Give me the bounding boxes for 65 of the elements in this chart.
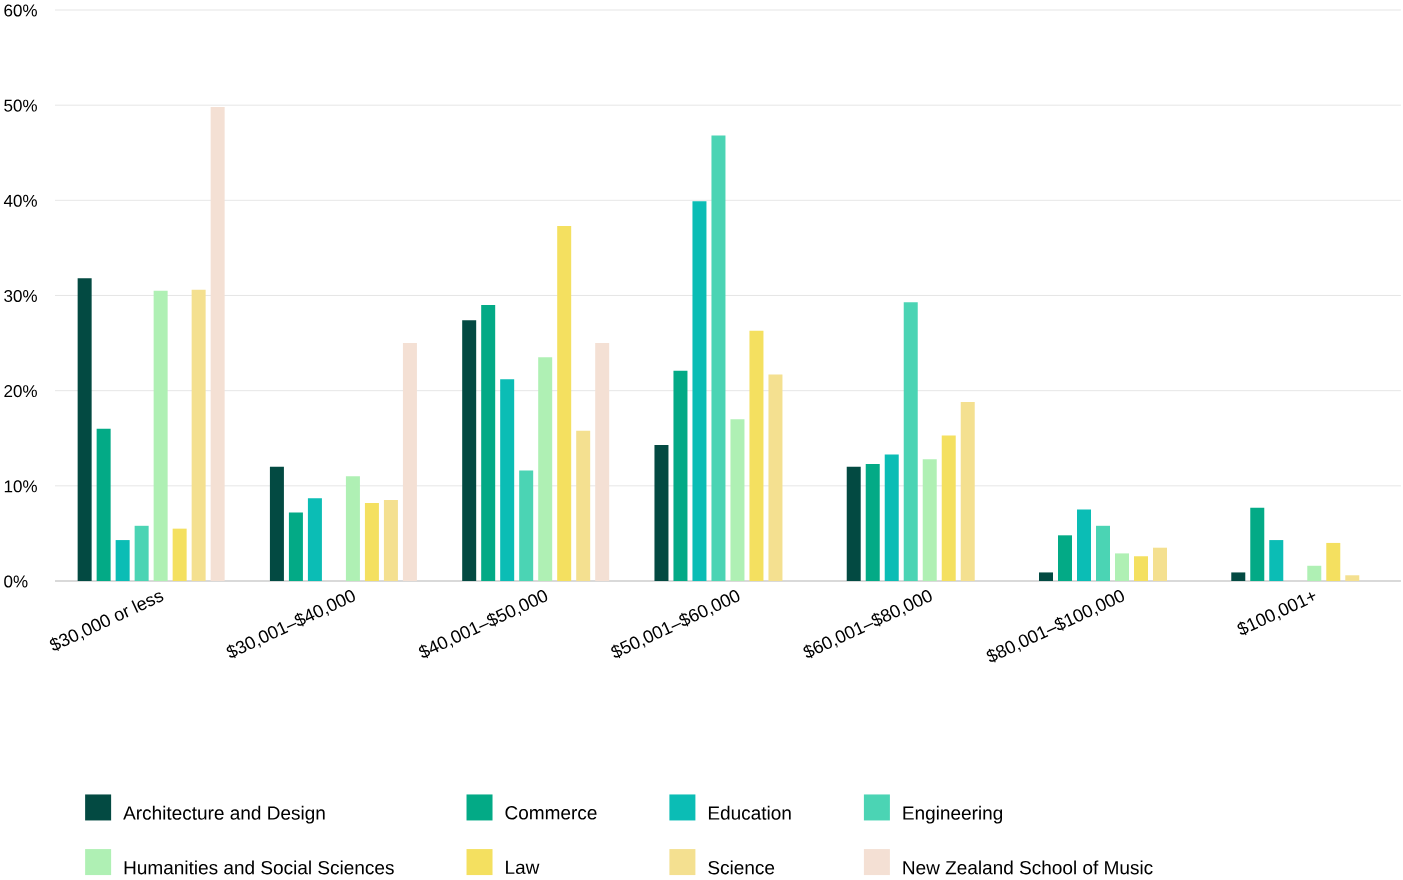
bar bbox=[500, 379, 515, 582]
y-tick-label: 20% bbox=[4, 385, 37, 398]
bar bbox=[77, 278, 92, 582]
bar bbox=[903, 302, 918, 582]
y-tick-label: 50% bbox=[4, 99, 37, 112]
bar bbox=[288, 512, 303, 582]
bar bbox=[307, 498, 322, 582]
bar bbox=[1307, 565, 1322, 582]
bar bbox=[153, 290, 168, 582]
legend-label: Commerce bbox=[505, 806, 597, 820]
legend-label: Engineering bbox=[903, 805, 1003, 824]
bar bbox=[1345, 575, 1360, 582]
bar bbox=[383, 500, 398, 582]
bar bbox=[1153, 547, 1168, 582]
bar bbox=[519, 470, 534, 582]
bar bbox=[941, 435, 956, 582]
bar bbox=[673, 370, 688, 582]
legend-label: New Zealand School of Music bbox=[903, 860, 1153, 875]
bar bbox=[210, 107, 225, 582]
bar bbox=[595, 343, 610, 582]
bar bbox=[134, 525, 149, 582]
bar bbox=[768, 374, 783, 582]
y-tick-label: 60% bbox=[4, 4, 37, 17]
bar bbox=[538, 357, 553, 582]
bar bbox=[960, 402, 975, 582]
bar bbox=[865, 464, 880, 582]
bar bbox=[1134, 556, 1149, 582]
bar bbox=[1250, 507, 1265, 582]
bar bbox=[1231, 572, 1246, 582]
bar bbox=[1326, 543, 1341, 582]
bar bbox=[749, 330, 764, 582]
legend-label: Humanities and Social Sciences bbox=[124, 860, 394, 875]
bar bbox=[692, 201, 707, 582]
bar bbox=[96, 428, 111, 582]
bar bbox=[172, 528, 187, 582]
bar bbox=[1039, 572, 1053, 582]
bar bbox=[115, 540, 130, 582]
bar bbox=[846, 466, 861, 582]
y-tick-label: 30% bbox=[4, 290, 37, 303]
legend-label: Law bbox=[506, 860, 540, 875]
bar bbox=[1058, 535, 1073, 582]
legend-label: Education bbox=[708, 805, 791, 820]
bar bbox=[654, 445, 669, 582]
bar bbox=[402, 343, 417, 582]
bar bbox=[462, 320, 477, 582]
bar bbox=[1269, 540, 1284, 582]
bar bbox=[345, 476, 360, 582]
bar bbox=[191, 289, 206, 582]
bar bbox=[1115, 553, 1130, 582]
bar bbox=[364, 503, 379, 582]
legend-label: Science bbox=[708, 860, 775, 875]
bar bbox=[269, 466, 284, 582]
bar bbox=[1077, 509, 1092, 582]
legend-label: Architecture and Design bbox=[123, 805, 325, 824]
bar bbox=[481, 305, 496, 582]
bar bbox=[576, 430, 591, 582]
bar bbox=[922, 459, 937, 582]
bar bbox=[711, 135, 726, 582]
bar bbox=[884, 454, 899, 582]
y-tick-label: 10% bbox=[4, 480, 37, 493]
bar bbox=[730, 419, 745, 582]
bar bbox=[557, 226, 572, 582]
bar bbox=[1096, 525, 1111, 582]
y-tick-label: 40% bbox=[3, 194, 37, 207]
y-tick-label: 0% bbox=[4, 575, 28, 588]
